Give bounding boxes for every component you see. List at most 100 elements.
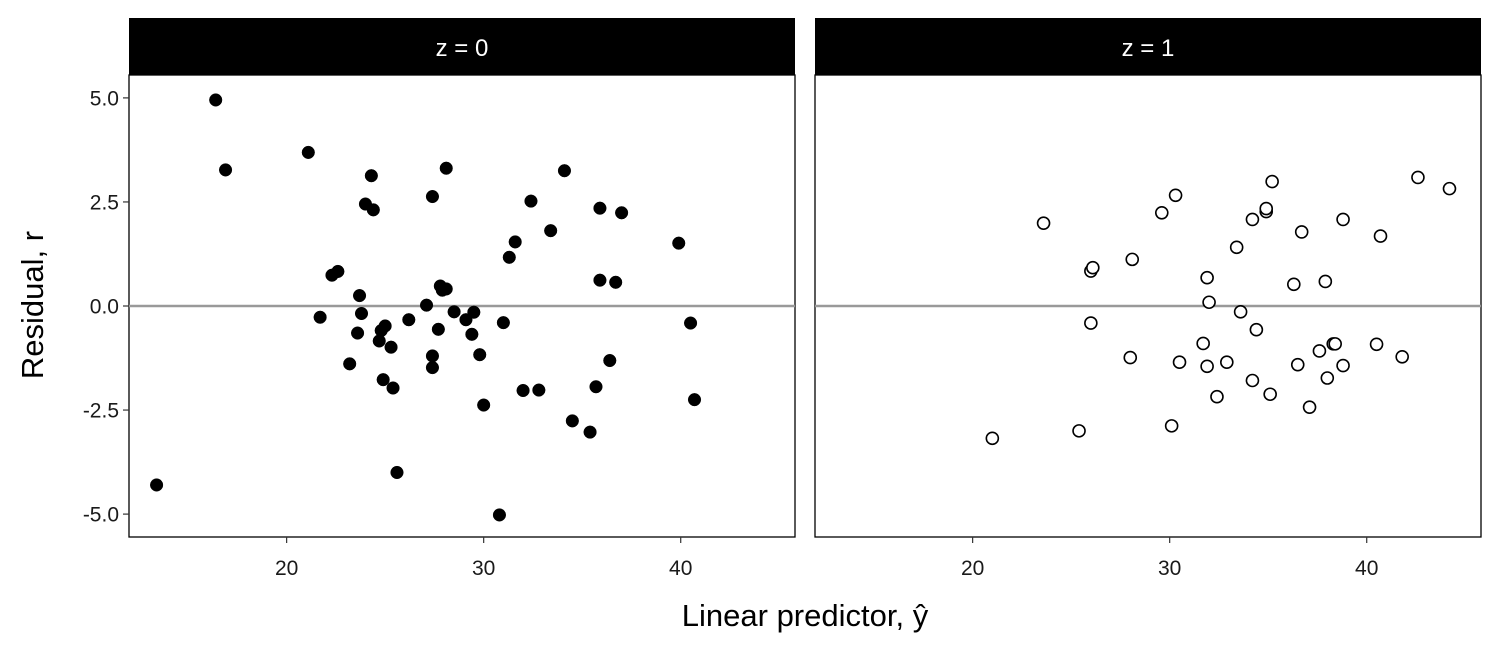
data-point: [508, 235, 522, 249]
x-tick-label: 40: [669, 557, 692, 580]
facet-strip-label-1: z = 1: [1122, 35, 1175, 62]
data-point: [684, 316, 698, 330]
data-point: [439, 161, 453, 175]
data-point: [473, 348, 487, 362]
y-axis: 5.0 2.5 0.0 -2.5 -5.0: [83, 87, 129, 527]
data-point: [502, 250, 516, 264]
data-point: [384, 340, 398, 354]
data-point: [351, 326, 365, 340]
data-point: [593, 273, 607, 287]
data-point: [439, 282, 453, 296]
data-point: [354, 306, 369, 321]
y-tick-label: -2.5: [83, 400, 119, 423]
x-axis-title: Linear predictor, ŷ: [682, 598, 929, 633]
data-point: [1265, 174, 1279, 189]
data-point: [343, 357, 357, 371]
data-point: [1259, 201, 1274, 216]
data-point: [1196, 336, 1210, 351]
data-point: [1200, 270, 1214, 285]
data-point: [1263, 387, 1277, 402]
y-tick-label: 0.0: [90, 296, 119, 319]
data-point: [1072, 424, 1086, 438]
data-point: [593, 201, 607, 215]
data-point: [467, 305, 481, 319]
data-point: [209, 93, 223, 107]
data-point: [376, 373, 390, 387]
data-point: [331, 264, 345, 279]
x-tick-label: 30: [472, 557, 495, 580]
data-point: [1229, 240, 1244, 255]
data-point: [565, 414, 579, 428]
data-point: [687, 393, 702, 407]
data-point: [583, 425, 597, 439]
data-point: [402, 313, 416, 327]
data-point: [378, 319, 392, 333]
data-point: [419, 298, 434, 312]
data-point: [1442, 181, 1457, 196]
facet-strip-label-0: z = 0: [436, 35, 489, 62]
x-tick-label: 40: [1355, 557, 1378, 580]
data-point: [544, 224, 558, 238]
data-point: [1154, 205, 1169, 220]
data-point: [1172, 355, 1187, 369]
data-point: [219, 163, 233, 177]
data-point: [1328, 337, 1342, 351]
data-point: [496, 316, 510, 330]
x-tick-label: 20: [961, 557, 984, 580]
data-point: [1302, 400, 1317, 414]
data-point: [492, 508, 506, 522]
data-point: [313, 310, 327, 324]
data-point: [1220, 355, 1234, 369]
data-point: [1373, 229, 1388, 243]
data-point: [386, 381, 400, 395]
y-tick-label: 2.5: [90, 191, 119, 214]
data-point: [447, 305, 461, 319]
data-point: [1245, 373, 1260, 388]
panels-layer: z = 0 20 30 40 z = 1 20 30 40: [128, 18, 1482, 580]
facet-strip-1: [815, 18, 1481, 75]
data-point: [1336, 212, 1350, 227]
data-point: [1168, 188, 1183, 203]
data-point: [1210, 389, 1224, 404]
data-point: [431, 322, 445, 336]
data-point: [672, 236, 686, 250]
data-point: [1164, 419, 1179, 433]
facet-panel-0: z = 0 20 30 40: [128, 18, 796, 580]
data-point: [516, 383, 530, 398]
data-point: [390, 465, 404, 480]
data-point: [609, 275, 623, 289]
data-point: [1369, 337, 1384, 352]
data-point: [1245, 212, 1260, 227]
data-point: [477, 398, 491, 412]
x-tick-label: 30: [1158, 557, 1181, 580]
data-point: [615, 206, 629, 220]
data-point: [1411, 170, 1425, 185]
data-point: [465, 327, 479, 341]
x-tick-label: 20: [275, 557, 298, 580]
data-point: [603, 353, 617, 368]
data-point: [1294, 225, 1309, 239]
data-point: [524, 194, 538, 208]
data-point: [1318, 274, 1333, 289]
data-point: [985, 431, 1000, 446]
data-point: [352, 289, 367, 303]
data-point: [1125, 252, 1140, 267]
data-point: [532, 383, 546, 397]
facet-panel-1: z = 1 20 30 40: [814, 18, 1482, 580]
data-point: [1233, 305, 1248, 319]
data-point: [1336, 358, 1350, 373]
data-point: [1123, 350, 1138, 365]
data-point: [1290, 357, 1305, 372]
y-tick-label: -5.0: [83, 504, 119, 527]
data-point: [1320, 371, 1335, 385]
data-point: [1312, 344, 1327, 358]
data-point: [425, 361, 439, 375]
data-point: [1084, 316, 1098, 330]
data-point: [425, 189, 439, 204]
data-point: [425, 349, 439, 363]
data-point: [1086, 260, 1100, 275]
data-point: [150, 478, 164, 492]
data-point: [557, 164, 572, 178]
